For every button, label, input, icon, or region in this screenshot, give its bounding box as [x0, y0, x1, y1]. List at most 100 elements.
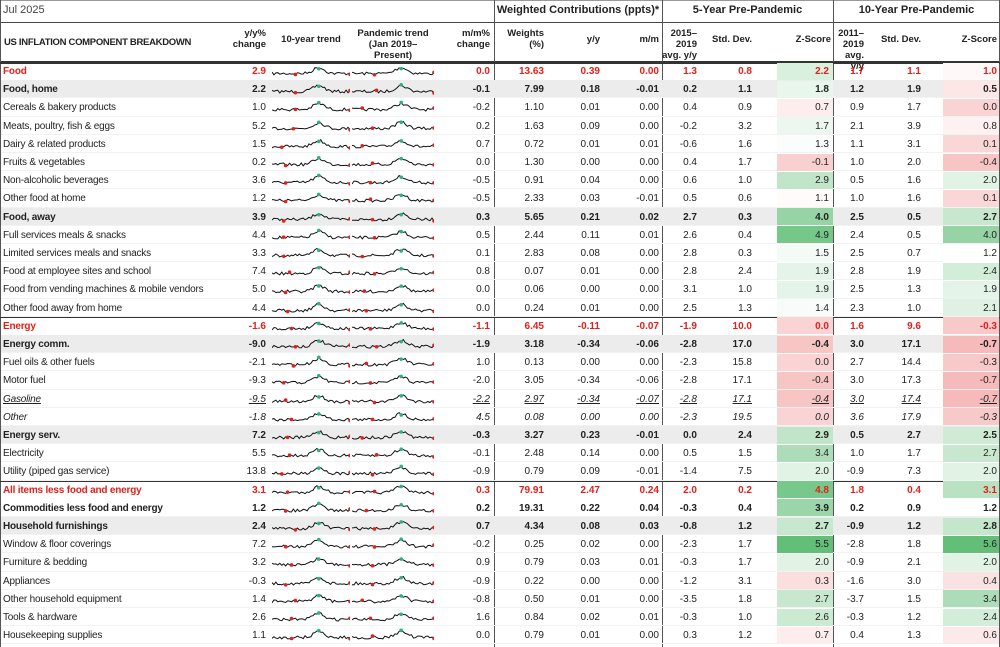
sparkline-path [272, 576, 350, 586]
sparkline [272, 155, 350, 168]
cell-value: 7.4 [252, 266, 266, 278]
sparkline-path [272, 194, 350, 203]
sparkline-dot [364, 508, 369, 513]
cell-value: 0.6 [983, 630, 997, 642]
cell-value: 3.1 [738, 575, 752, 587]
sparkline-dot [372, 527, 377, 531]
cell-value: -0.2 [472, 539, 490, 551]
sparkline-dot [317, 301, 321, 306]
sparkline-path [352, 448, 434, 458]
sparkline [352, 484, 434, 496]
cell-value: 0.2 [476, 120, 490, 132]
sparkline [352, 357, 434, 367]
sparkline-dot [348, 507, 350, 511]
cell-value: 0.1 [983, 193, 997, 205]
cell-value: 2.0 [815, 557, 829, 569]
cell-value: 0.11 [581, 229, 600, 241]
sparkline [352, 375, 434, 386]
sparkline-dot [399, 557, 403, 562]
cell-value: 1.7 [907, 448, 921, 460]
row-label: Food [3, 66, 27, 77]
z-score-cell [777, 80, 833, 98]
cell-value: -2.2 [472, 393, 490, 405]
z-score-cell [777, 117, 833, 135]
sparkline-dot [348, 270, 350, 275]
cell-value: 3.9 [252, 211, 266, 223]
cell-value: 10.0 [732, 320, 752, 332]
cell-value: 0.22 [580, 502, 600, 514]
cell-value: 1.10 [524, 102, 544, 114]
z-score-cell [943, 426, 999, 444]
cell-value: 1.6 [738, 138, 752, 150]
cell-value: 7.2 [252, 430, 266, 441]
sparkline-dot [287, 270, 292, 275]
cell-value: -9.3 [248, 375, 266, 387]
sparkline-dot [348, 216, 350, 221]
z-score-cell [777, 153, 833, 171]
sparkline-dot [348, 72, 350, 77]
cell-value: 1.0 [850, 157, 864, 168]
cell-value: 1.0 [738, 612, 752, 623]
row-rule [0, 62, 1000, 64]
sparkline [272, 537, 350, 549]
sparkline-dot [317, 339, 321, 343]
row-rule [1, 206, 999, 208]
cell-value: 0.2 [738, 484, 752, 496]
cell-value: 5.5 [252, 448, 266, 460]
sparkline-dot [285, 489, 290, 494]
cell-value: 4.0 [983, 229, 997, 241]
cell-value: 0.4 [738, 502, 752, 514]
cell-value: 3.2 [252, 557, 266, 569]
sparkline-dot [399, 430, 403, 434]
cell-value: 0.00 [580, 284, 600, 296]
z-score-cell [943, 62, 999, 80]
cell-value: 0.6 [683, 175, 697, 187]
cell-value: 1.6 [850, 320, 864, 332]
z-score-cell [777, 626, 833, 644]
v-rule [662, 0, 663, 647]
cell-value: 0.04 [580, 175, 600, 187]
sparkline-path [272, 321, 350, 331]
cell-value: 0.5 [907, 229, 921, 241]
cell-value: 1.2 [738, 630, 752, 642]
z-score-cell [777, 317, 833, 335]
sparkline-dot [283, 181, 288, 185]
cell-value: -2.8 [679, 339, 697, 350]
row-rule [1, 370, 999, 372]
cell-value: 2.7 [815, 521, 829, 532]
cell-value: 0.0 [815, 357, 829, 369]
sparkline-path [272, 557, 350, 568]
sparkline-dot [399, 612, 403, 617]
cell-value: -0.1 [472, 448, 490, 460]
cell-value: 1.1 [815, 193, 829, 205]
cell-value: 0.72 [524, 138, 544, 150]
cell-value: 0.18 [580, 84, 600, 96]
sparkline-path [272, 138, 350, 149]
cell-value: -0.3 [679, 612, 697, 623]
cell-value: 2.5 [850, 211, 864, 223]
sparkline-dot [348, 453, 350, 458]
sparkline [272, 557, 350, 569]
cell-value: -0.9 [846, 521, 864, 532]
column-header: Std. Dev. [712, 34, 752, 45]
cell-value: -2.8 [846, 539, 864, 551]
cell-value: 0.09 [580, 120, 600, 132]
cell-value: 0.07 [524, 266, 544, 278]
sparkline [272, 411, 350, 423]
cell-value: 5.0 [252, 284, 266, 296]
sparkline-path [272, 302, 350, 313]
cell-value: 1.0 [738, 284, 752, 296]
sparkline [352, 520, 434, 531]
row-rule [1, 243, 999, 244]
cell-value: -0.5 [472, 193, 490, 205]
sparkline-dot [317, 84, 321, 89]
cell-value: -0.3 [472, 430, 490, 441]
sparkline-dot [360, 436, 365, 440]
sparkline [272, 593, 350, 604]
cell-value: 0.7 [815, 630, 829, 642]
cell-value: 1.3 [738, 302, 752, 314]
row-label: Utility (piped gas service) [3, 466, 110, 478]
row-rule [1, 315, 999, 317]
sparkline [272, 321, 350, 332]
cell-value: 1.6 [907, 193, 921, 205]
